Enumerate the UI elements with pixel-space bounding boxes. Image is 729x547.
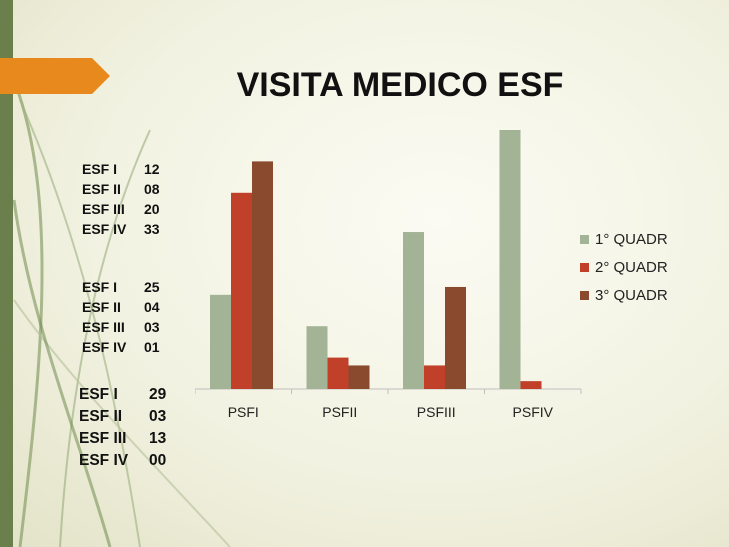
stat-row: ESF III 13: [79, 430, 167, 447]
stat-row: ESF II 03: [79, 408, 167, 425]
decorative-swooshes: [12, 79, 231, 547]
x-tick-label: PSFII: [322, 404, 357, 420]
bar-PSFII-3: [348, 365, 370, 389]
stat-group-2: ESF I 25 ESF II 04 ESF III 03 ESF IV 01: [82, 277, 160, 357]
x-tick-label: PSFIV: [513, 404, 554, 420]
stat-row: ESF IV 01: [82, 339, 160, 355]
legend-swatch: [580, 263, 589, 272]
stat-group-1: ESF I 12 ESF II 08 ESF III 20 ESF IV 33: [82, 159, 160, 239]
bar-PSFIV-2: [520, 381, 542, 389]
stat-row: ESF I 25: [82, 279, 160, 295]
stat-row: ESF IV 33: [82, 221, 160, 237]
x-tick-label: PSFI: [228, 404, 259, 420]
x-tick-label: PSFIII: [417, 404, 456, 420]
legend-label: 3° QUADR: [595, 287, 668, 304]
stat-group-3: ESF I 29 ESF II 03 ESF III 13 ESF IV 00: [79, 384, 166, 472]
orange-tab: [0, 58, 110, 94]
stat-row: ESF IV 00: [79, 452, 167, 469]
bar-PSFIII-2: [424, 365, 445, 389]
bar-PSFIV-1: [499, 130, 521, 389]
bar-PSFI-1: [210, 294, 231, 389]
legend-swatch: [580, 291, 589, 300]
legend-label: 2° QUADR: [595, 259, 668, 276]
slide-title: VISITA MEDICO ESF: [236, 66, 564, 104]
bar-PSFII-2: [327, 357, 349, 389]
bar-PSFIII-3: [445, 286, 466, 389]
left-accent-bar: [0, 0, 13, 547]
stat-row: ESF II 04: [82, 299, 160, 315]
stat-row: ESF II 08: [82, 181, 160, 197]
stat-row: ESF III 03: [82, 319, 160, 335]
bar-chart: PSFI PSFII PSFIII PSFIV 1° QUADR 2° QUADR 3° Q…: [195, 130, 668, 420]
bar-PSFII-1: [306, 326, 328, 389]
stat-row: ESF III 20: [82, 201, 160, 217]
stat-row: ESF I 29: [79, 386, 167, 403]
stat-row: ESF I 12: [82, 161, 160, 177]
legend-label: 1° QUADR: [595, 231, 668, 248]
bar-PSFI-2: [231, 192, 252, 389]
bar-PSFI-3: [252, 161, 273, 389]
bar-PSFIII-1: [403, 232, 424, 389]
legend-swatch: [580, 235, 589, 244]
